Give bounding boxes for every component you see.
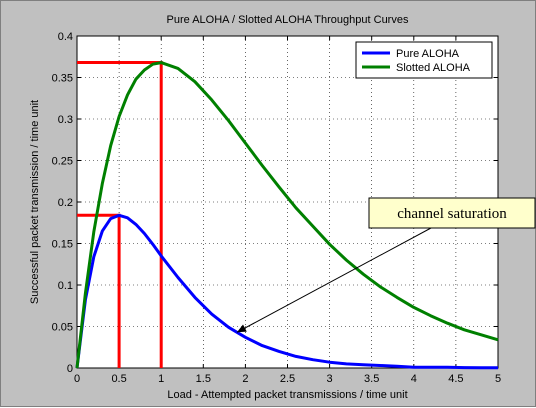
- x-tick-label: 0.5: [111, 373, 126, 385]
- legend-box: [355, 41, 493, 79]
- x-tick-label: 2.5: [280, 373, 295, 385]
- annotation-box: [368, 197, 536, 229]
- y-tick-label: 0.25: [52, 156, 73, 168]
- series-line-pure-aloha: [75, 213, 498, 370]
- legend-label-pure-aloha: Pure ALOHA: [396, 48, 460, 60]
- x-tick-label: 1: [158, 373, 164, 385]
- y-tick-label: 0.35: [52, 73, 73, 85]
- y-tick-label: 0.2: [58, 197, 73, 209]
- y-axis-label: Successful packet transmission / time un…: [29, 100, 41, 304]
- y-tick-label: 0.1: [58, 280, 73, 292]
- y-tick-label: 0.05: [52, 322, 73, 334]
- legend-label-slotted-aloha: Slotted ALOHA: [396, 62, 471, 74]
- axes: 0 0.5 1 1.5 2 2.5 3 3.5 4 4.5 5 0 0.05 0.1 0.15 0.2 0.25…: [52, 31, 501, 385]
- x-axis-label: Load - Attempted packet transmissions / …: [167, 389, 407, 401]
- x-tick-label: 0: [74, 373, 80, 385]
- legend: Pure ALOHA Slotted ALOHA: [355, 41, 493, 79]
- x-tick-label: 5: [495, 373, 501, 385]
- series-line-slotted-aloha: [75, 61, 499, 369]
- x-tick-label: 4.5: [448, 373, 463, 385]
- annotation: channel saturation: [236, 197, 536, 333]
- y-tick-label: 0.15: [52, 239, 73, 251]
- y-tick-label: 0.4: [58, 31, 73, 43]
- x-tick-label: 2: [242, 373, 248, 385]
- x-tick-label: 3.5: [364, 373, 379, 385]
- x-tick-label: 3: [327, 373, 333, 385]
- chart-title: Pure ALOHA / Slotted ALOHA Throughput Cu…: [167, 14, 409, 26]
- annotation-arrowhead: [236, 324, 247, 333]
- y-tick-label: 0.3: [58, 114, 73, 126]
- x-tick-label: 4: [411, 373, 417, 385]
- annotation-text: channel saturation: [397, 206, 507, 222]
- y-tick-label: 0: [67, 363, 73, 375]
- x-tick-label: 1.5: [196, 373, 211, 385]
- series-lines: [75, 61, 499, 370]
- annotation-arrow: [236, 227, 432, 333]
